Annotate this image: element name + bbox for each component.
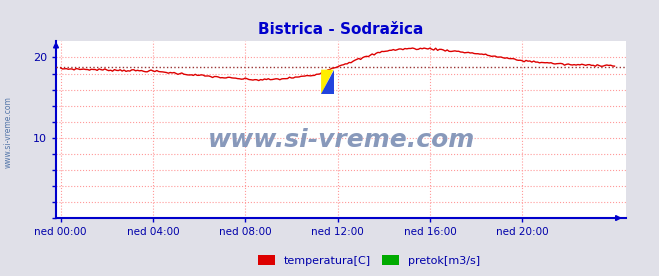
Legend: temperatura[C], pretok[m3/s]: temperatura[C], pretok[m3/s] <box>254 251 484 270</box>
Title: Bistrica - Sodražica: Bistrica - Sodražica <box>258 22 424 38</box>
Polygon shape <box>321 70 333 94</box>
Text: www.si-vreme.com: www.si-vreme.com <box>4 97 13 168</box>
Text: www.si-vreme.com: www.si-vreme.com <box>208 128 474 152</box>
Polygon shape <box>321 70 333 94</box>
